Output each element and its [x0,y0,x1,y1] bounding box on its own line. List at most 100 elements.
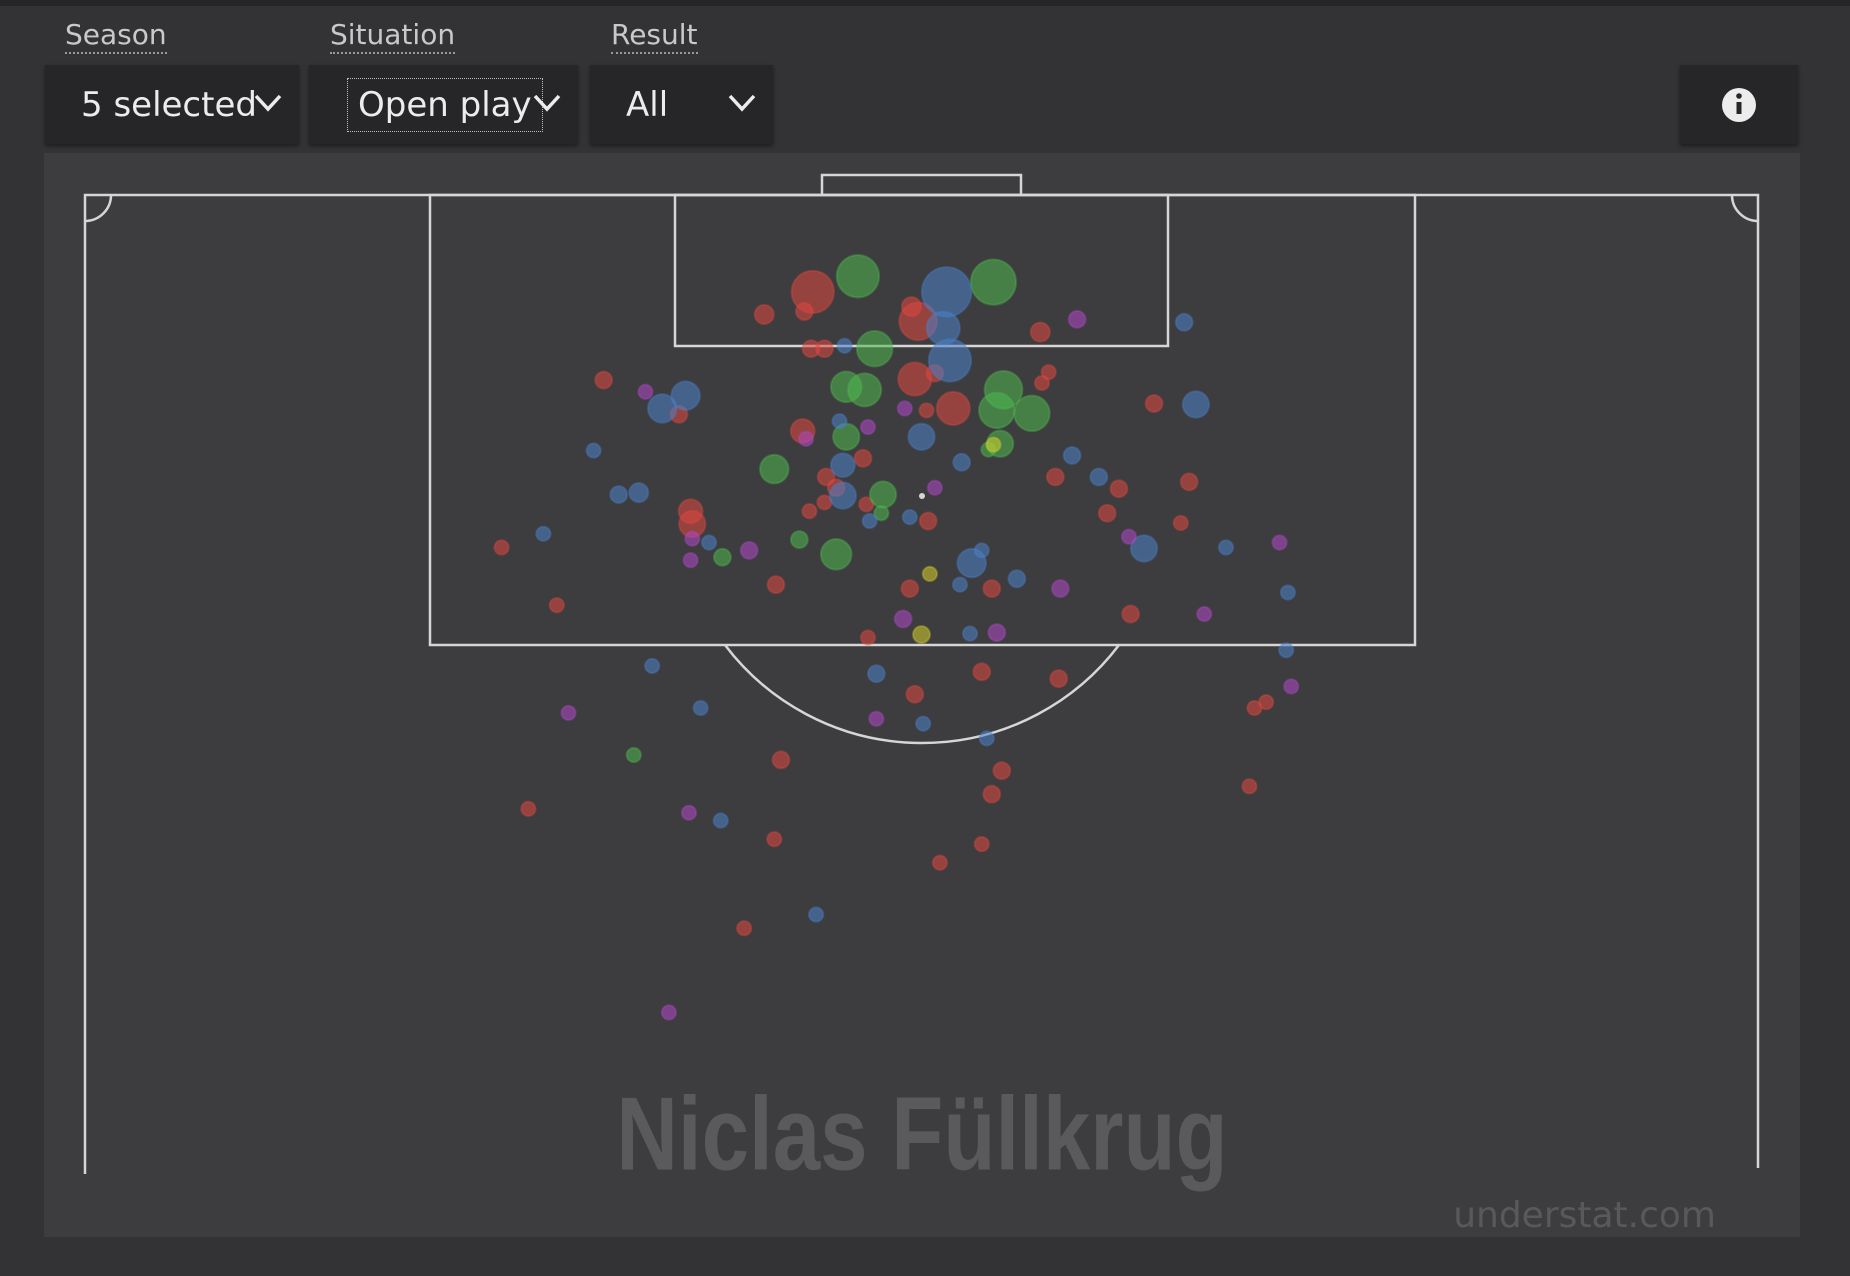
shot [758,453,790,485]
shot [927,338,973,383]
shot [859,629,877,646]
shots [493,254,1300,1021]
shot [670,380,701,412]
shot [831,412,848,430]
shot [819,537,853,571]
shot [643,657,661,675]
shot [846,372,883,408]
shot [896,400,913,417]
season-dropdown[interactable]: 5 selected [45,65,299,144]
dropdown-value: All [626,84,669,125]
shot [789,417,816,444]
shot [637,383,654,400]
shot [985,436,1002,453]
shot [952,452,972,472]
shot [548,597,565,614]
dropdown-value: 5 selected [81,84,257,125]
shot [900,579,920,599]
info-button[interactable] [1680,65,1798,144]
shot [646,393,678,424]
chevron [728,94,756,112]
shot [1045,467,1065,487]
shot [692,699,709,717]
shot [753,303,775,326]
shot [897,361,933,397]
shot [1196,605,1213,623]
shot [801,339,821,359]
filter-label: Result [611,18,698,54]
shot [969,258,1018,306]
shot [669,404,689,424]
shot [1049,669,1069,689]
shot [1257,693,1275,711]
shot [980,441,997,458]
shot [678,509,707,539]
shot [868,710,885,727]
shot [982,579,1002,599]
shot [905,684,925,704]
dropdown-value: Open play [347,77,543,132]
shot [712,547,732,567]
shot [1097,503,1117,523]
shot [956,547,988,579]
shot [1181,390,1211,419]
shot [829,370,863,404]
shot [797,430,815,447]
shot [828,481,858,510]
shot [893,609,913,629]
pitch-lines [83,173,1760,1174]
result-dropdown[interactable]: All [590,65,773,144]
shot [982,784,1002,804]
shot [1120,528,1138,545]
shot [898,301,939,342]
shot [807,906,825,923]
shot [712,812,729,829]
shot [901,508,918,526]
shot [594,370,614,390]
shot [1007,569,1027,589]
credit-watermark: understat.com [1453,1195,1716,1236]
shot [921,565,939,583]
shot [961,625,979,642]
shot [918,511,938,531]
shot [835,254,881,299]
shot [1278,642,1295,659]
shot [1174,312,1194,332]
shot [920,266,973,318]
shot [987,623,1007,643]
shot [1033,374,1051,392]
shot [1040,364,1057,381]
shot [660,1004,678,1021]
shot [1013,394,1051,433]
shot [1029,321,1051,343]
shot [535,525,552,542]
shot [861,512,878,530]
shot [985,429,1015,458]
top-border [0,0,1850,6]
shot [1121,604,1141,624]
shot [900,296,923,318]
shot [859,418,877,436]
shot [855,329,894,368]
shot [766,831,783,848]
shot [816,494,833,511]
shot [790,269,835,315]
shot [1172,514,1189,532]
shot [977,391,1016,430]
shot [918,402,935,419]
chevron [533,94,561,112]
shot [801,503,818,520]
shot [625,746,642,764]
shot [866,664,886,684]
shot [609,485,629,505]
shot [1109,479,1129,499]
situation-dropdown[interactable]: Open play [309,65,578,144]
shot [493,539,510,556]
info-icon [1722,88,1756,122]
shot [858,496,875,513]
shot [983,369,1024,410]
shot [912,625,931,645]
shot [560,704,577,722]
